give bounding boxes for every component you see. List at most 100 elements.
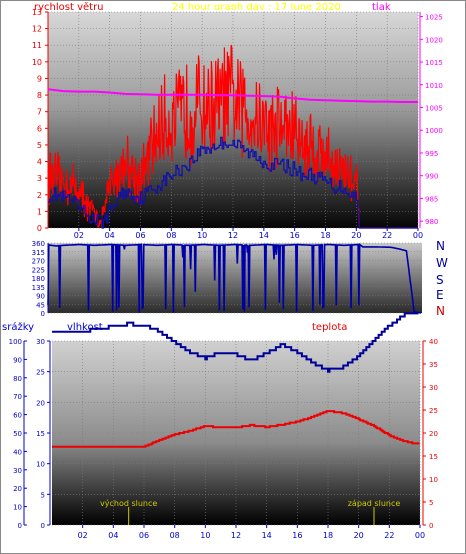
humidity-series <box>52 312 419 373</box>
humidity-axis-tick-label: 10 <box>36 461 45 469</box>
time-tick-label: 20 <box>354 531 364 540</box>
direction-axis-tick-label: 360 <box>32 240 45 248</box>
time-tick-label: 18 <box>320 231 330 240</box>
precip-axis-tick-label: 0 <box>18 522 22 530</box>
direction-axis-tick-label: 0 <box>41 310 45 318</box>
wind-axis-tick-label: 11 <box>32 41 42 50</box>
time-tick-label: 10 <box>200 531 210 540</box>
wind-axis-tick-label: 6 <box>37 124 42 133</box>
precip-axis-tick-label: 70 <box>13 393 22 401</box>
sunset-label: západ slunce <box>348 499 401 508</box>
wind-axis-tick-label: 2 <box>37 191 42 200</box>
direction-label-e: E <box>436 288 444 302</box>
time-tick-label: 22 <box>382 231 392 240</box>
pressure-axis-tick-label: 995 <box>425 150 438 158</box>
direction-axis-tick-label: 315 <box>32 249 45 257</box>
precip-axis-tick-label: 90 <box>13 356 22 364</box>
pressure-axis-tick-label: 1005 <box>425 104 443 112</box>
time-tick-label: 14 <box>259 231 269 240</box>
wind-axis-tick-label: 12 <box>32 25 42 34</box>
wind-axis-tick-label: 5 <box>37 141 42 150</box>
direction-label-s: S <box>436 273 444 287</box>
direction-axis-tick-label: 45 <box>36 301 45 309</box>
wind-axis-tick-label: 3 <box>37 174 42 183</box>
wind-axis-tick-label: 7 <box>37 108 42 117</box>
time-tick-label: 16 <box>290 231 300 240</box>
temperature-label: teplota <box>312 322 347 333</box>
humidity-axis-tick-label: 15 <box>36 430 45 438</box>
humidity-axis-tick-label: 20 <box>36 399 45 407</box>
time-tick-label: 06 <box>139 531 149 540</box>
time-tick-label: 04 <box>108 531 118 540</box>
precip-label: srážky <box>2 321 34 333</box>
pressure-axis-tick-label: 1020 <box>425 36 443 44</box>
direction-axis-tick-label: 225 <box>32 266 45 274</box>
time-tick-label: 08 <box>166 231 176 240</box>
time-tick-label: 06 <box>135 231 145 240</box>
wind-axis-tick-label: 8 <box>37 91 42 100</box>
time-tick-label: 00 <box>415 531 425 540</box>
wind-average-series <box>48 136 418 229</box>
time-tick-label: 22 <box>384 531 394 540</box>
time-tick-label: 18 <box>323 531 333 540</box>
precip-axis-tick-label: 30 <box>13 467 22 475</box>
pressure-axis-tick-label: 990 <box>425 173 438 181</box>
wind-direction-series <box>47 243 422 314</box>
time-tick-label: 12 <box>231 531 241 540</box>
sunrise-label: východ slunce <box>100 499 157 508</box>
pressure-axis-tick-label: 1015 <box>425 59 443 67</box>
humidity-axis-tick-label: 25 <box>36 369 45 377</box>
direction-label-n: N <box>436 239 445 253</box>
precip-axis-tick-label: 80 <box>13 375 22 383</box>
precip-axis-tick-label: 40 <box>13 448 22 456</box>
panel3-axes: 0102030405060708090100051015202530051015… <box>9 338 438 540</box>
wind-axis-tick-label: 10 <box>32 58 42 67</box>
humidity-axis-tick-label: 5 <box>41 491 45 499</box>
direction-axis-tick-label: 180 <box>32 275 45 283</box>
direction-axis-tick-label: 270 <box>32 258 45 266</box>
time-tick-label: 02 <box>74 231 84 240</box>
wind-axis-tick-label: 0 <box>37 224 42 233</box>
time-tick-label: 04 <box>105 231 115 240</box>
time-tick-label: 12 <box>228 231 238 240</box>
wind-gust-series <box>47 44 418 229</box>
precip-axis-tick-label: 50 <box>13 430 22 438</box>
humidity-axis-tick-label: 30 <box>36 338 45 346</box>
wind-axis-tick-label: 13 <box>32 8 42 17</box>
temperature-axis-tick-label: 30 <box>429 384 438 392</box>
precip-axis-tick-label: 100 <box>9 338 22 346</box>
time-tick-label: 16 <box>292 531 302 540</box>
panel3-annotations: východ slunce západ slunce <box>100 499 400 525</box>
pressure-axis-tick-label: 1010 <box>425 82 443 90</box>
direction-label-w: W <box>436 256 448 270</box>
time-tick-label: 00 <box>413 231 423 240</box>
chart-title: 24 hour graph day : 17 June 2020 <box>172 2 341 13</box>
temperature-axis-tick-label: 15 <box>429 453 438 461</box>
pressure-axis-tick-label: 980 <box>425 218 438 226</box>
temperature-axis-tick-label: 20 <box>429 430 438 438</box>
time-tick-label: 02 <box>78 531 88 540</box>
temperature-axis-tick-label: 10 <box>429 476 438 484</box>
panel2-grid <box>48 242 422 314</box>
wind-axis-tick-label: 1 <box>37 207 42 216</box>
temperature-axis-tick-label: 0 <box>429 522 433 530</box>
direction-label-n-bottom: N <box>436 304 445 318</box>
humidity-axis-tick-label: 0 <box>41 522 45 530</box>
pressure-axis-tick-label: 1000 <box>425 127 443 135</box>
wind-axis-tick-label: 9 <box>37 74 42 83</box>
pressure-label: tlak <box>372 2 391 13</box>
precip-axis-tick-label: 20 <box>13 485 22 493</box>
time-tick-label: 20 <box>351 231 361 240</box>
panel2-series <box>47 243 422 314</box>
temperature-axis-tick-label: 40 <box>429 338 438 346</box>
humidity-label: vlhkost <box>67 322 103 333</box>
time-tick-label: 10 <box>197 231 207 240</box>
direction-axis-tick-label: 135 <box>32 284 45 292</box>
panel3-series <box>52 312 420 448</box>
pressure-series <box>47 88 418 103</box>
direction-axis-tick-label: 90 <box>36 293 45 301</box>
pressure-axis-tick-label: 985 <box>425 195 438 203</box>
wind-axis-tick-label: 4 <box>37 158 42 167</box>
